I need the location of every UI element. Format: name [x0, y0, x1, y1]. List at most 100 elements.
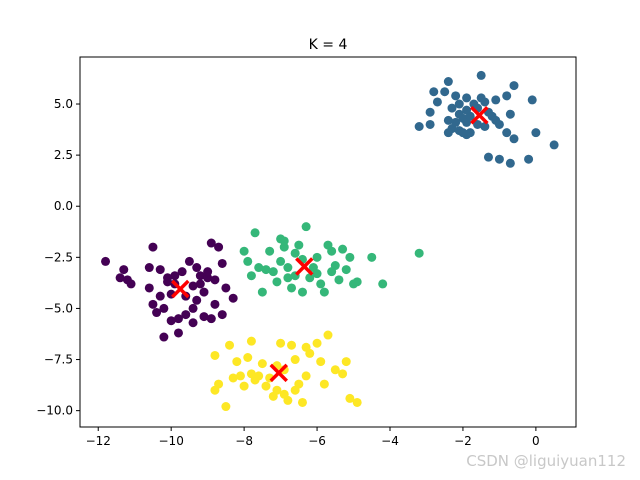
data-point-cluster-1: [443, 115, 453, 125]
data-point-cluster-0: [206, 314, 216, 324]
data-point-cluster-1: [549, 140, 559, 150]
data-point-cluster-0: [155, 265, 165, 275]
data-point-cluster-0: [119, 265, 129, 275]
data-point-cluster-0: [148, 242, 158, 252]
data-point-cluster-2: [261, 265, 271, 275]
data-point-cluster-0: [166, 316, 176, 326]
data-point-cluster-2: [327, 246, 337, 256]
data-point-cluster-0: [199, 287, 209, 297]
data-point-cluster-1: [491, 95, 501, 105]
data-point-cluster-0: [170, 271, 180, 281]
data-point-cluster-3: [232, 357, 242, 367]
data-point-cluster-0: [173, 314, 183, 324]
data-point-cluster-3: [239, 381, 249, 391]
x-tick-label: −4: [381, 434, 399, 448]
data-point-cluster-2: [276, 256, 286, 266]
data-point-cluster-1: [451, 117, 461, 127]
data-point-cluster-0: [188, 281, 198, 291]
data-point-cluster-3: [254, 371, 264, 381]
data-point-cluster-0: [181, 310, 191, 320]
data-point-cluster-1: [451, 91, 461, 101]
data-point-cluster-3: [276, 338, 286, 348]
data-point-cluster-1: [527, 95, 537, 105]
data-point-cluster-2: [257, 287, 267, 297]
cluster-center-marker: [470, 106, 489, 125]
data-point-cluster-2: [334, 275, 344, 285]
data-point-cluster-1: [432, 97, 442, 107]
data-point-cluster-3: [312, 338, 322, 348]
data-point-cluster-0: [214, 242, 224, 252]
data-point-cluster-1: [462, 105, 472, 115]
data-point-cluster-2: [294, 240, 304, 250]
data-point-cluster-3: [210, 385, 220, 395]
data-point-cluster-2: [265, 246, 275, 256]
data-point-cluster-2: [312, 269, 322, 279]
data-point-cluster-2: [279, 236, 289, 246]
data-point-cluster-2: [290, 248, 300, 258]
points-layer: [101, 70, 559, 412]
data-point-cluster-1: [425, 119, 435, 129]
x-tick-label: −8: [235, 434, 253, 448]
data-point-cluster-0: [192, 295, 202, 305]
data-point-cluster-3: [345, 393, 355, 403]
data-point-cluster-2: [341, 265, 351, 275]
data-point-cluster-2: [316, 279, 326, 289]
data-point-cluster-0: [159, 332, 169, 342]
data-point-cluster-2: [414, 248, 424, 258]
data-point-cluster-1: [447, 103, 457, 113]
data-point-cluster-0: [159, 303, 169, 313]
data-point-cluster-2: [246, 271, 256, 281]
data-point-cluster-0: [217, 310, 227, 320]
data-point-cluster-2: [283, 273, 293, 283]
data-point-cluster-0: [203, 267, 213, 277]
data-point-cluster-2: [338, 244, 348, 254]
data-point-cluster-3: [301, 371, 311, 381]
data-point-cluster-0: [184, 256, 194, 266]
data-point-cluster-2: [283, 263, 293, 273]
data-point-cluster-3: [257, 359, 267, 369]
y-tick-label: 2.5: [54, 148, 73, 162]
data-point-cluster-1: [443, 128, 453, 138]
data-point-cluster-3: [235, 371, 245, 381]
data-point-cluster-3: [210, 350, 220, 360]
x-tick-label: −2: [454, 434, 472, 448]
data-point-cluster-0: [199, 312, 209, 322]
data-point-cluster-1: [462, 93, 472, 103]
data-point-cluster-2: [305, 273, 315, 283]
data-point-cluster-1: [509, 134, 519, 144]
data-point-cluster-0: [192, 263, 202, 273]
data-point-cluster-1: [502, 91, 512, 101]
data-point-cluster-2: [250, 228, 260, 238]
data-point-cluster-2: [297, 287, 307, 297]
data-point-cluster-1: [473, 119, 483, 129]
data-point-cluster-1: [425, 107, 435, 117]
data-point-cluster-3: [290, 355, 300, 365]
cluster-center-marker: [269, 363, 289, 383]
data-point-cluster-1: [429, 87, 439, 97]
data-point-cluster-3: [316, 357, 326, 367]
data-point-cluster-2: [367, 252, 377, 262]
y-tick-label: 5.0: [54, 97, 73, 111]
data-point-cluster-0: [126, 279, 136, 289]
data-point-cluster-3: [272, 385, 282, 395]
centers-layer: [171, 106, 489, 383]
data-point-cluster-1: [509, 81, 519, 91]
cluster-center-marker: [171, 279, 190, 299]
y-tick-label: −5.0: [44, 301, 73, 315]
data-point-cluster-3: [228, 373, 238, 383]
data-point-cluster-3: [330, 365, 340, 375]
data-point-cluster-3: [246, 369, 256, 379]
watermark-text: CSDN @liguiyuan112: [466, 452, 626, 470]
data-point-cluster-3: [225, 340, 235, 350]
data-point-cluster-2: [254, 263, 264, 273]
data-point-cluster-3: [352, 397, 362, 407]
data-point-cluster-0: [210, 275, 220, 285]
center-x-stroke: [269, 363, 289, 383]
y-tick-label: −2.5: [44, 250, 73, 264]
data-point-cluster-1: [454, 99, 464, 109]
data-point-cluster-1: [502, 128, 512, 138]
data-point-cluster-1: [480, 122, 490, 132]
data-point-cluster-0: [206, 238, 216, 248]
chart-title: K = 4: [309, 37, 348, 53]
data-point-cluster-1: [483, 152, 493, 162]
